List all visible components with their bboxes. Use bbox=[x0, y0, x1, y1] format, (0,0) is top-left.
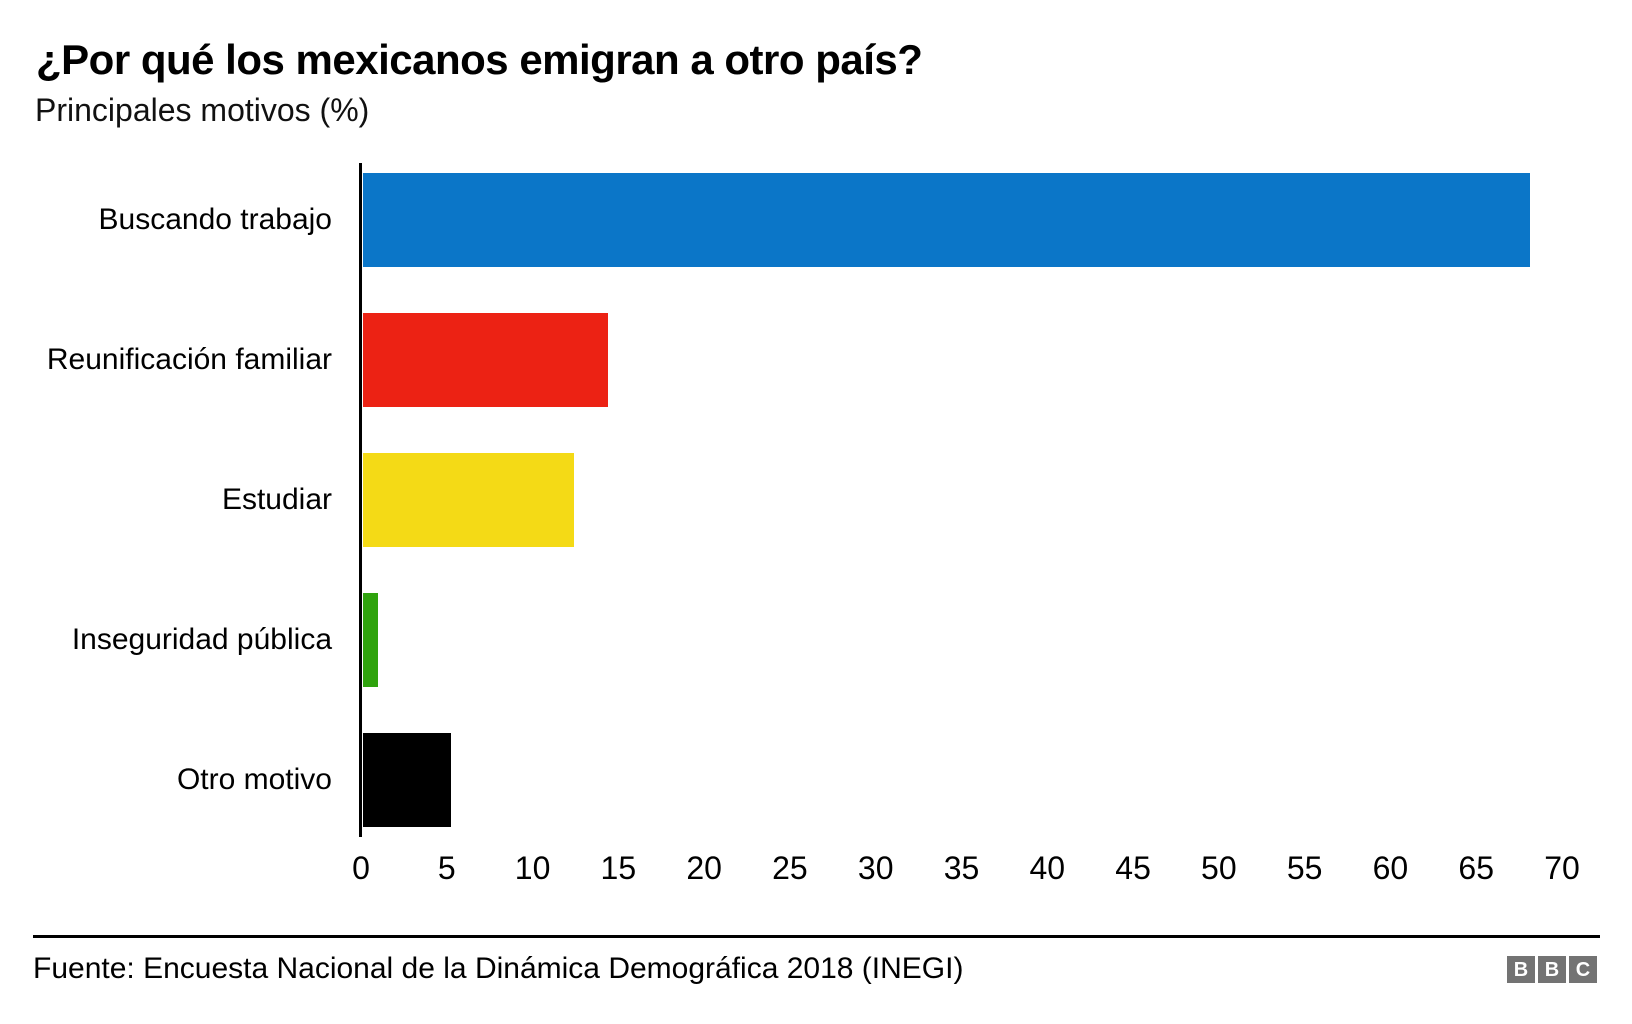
x-tick-label: 0 bbox=[352, 850, 370, 886]
x-tick-label: 40 bbox=[1029, 850, 1066, 886]
source-text: Fuente: Encuesta Nacional de la Dinámica… bbox=[33, 952, 964, 985]
bbc-logo-block: B bbox=[1507, 956, 1535, 983]
category-label: Inseguridad pública bbox=[71, 623, 332, 656]
bar bbox=[363, 733, 451, 827]
x-tick-label: 20 bbox=[686, 850, 722, 886]
page-subtitle: Principales motivos (%) bbox=[35, 92, 370, 128]
bar bbox=[363, 593, 379, 687]
x-tick-label: 65 bbox=[1458, 850, 1494, 886]
category-label: Estudiar bbox=[221, 483, 332, 516]
x-tick-label: 15 bbox=[600, 850, 637, 886]
bbc-logo-letter: B bbox=[1544, 958, 1560, 981]
bar bbox=[363, 453, 575, 547]
x-tick-label: 70 bbox=[1544, 850, 1580, 886]
y-axis-line bbox=[359, 163, 362, 837]
x-tick-label: 60 bbox=[1372, 850, 1409, 886]
x-tick-label: 5 bbox=[437, 850, 456, 886]
bbc-logo-letter: B bbox=[1513, 958, 1529, 981]
bbc-logo-block: C bbox=[1569, 956, 1597, 983]
x-tick-label: 10 bbox=[514, 850, 551, 886]
footer-divider bbox=[33, 935, 1600, 938]
bbc-logo-letter: C bbox=[1575, 958, 1591, 981]
bbc-logo-block: B bbox=[1538, 956, 1566, 983]
x-tick-label: 50 bbox=[1201, 850, 1237, 886]
x-tick-label: 55 bbox=[1286, 850, 1323, 886]
category-label: Buscando trabajo bbox=[98, 203, 333, 236]
x-tick-label: 30 bbox=[857, 850, 894, 886]
category-label: Reunificación familiar bbox=[46, 343, 332, 376]
x-tick-label: 35 bbox=[943, 850, 980, 886]
x-tick-label: 45 bbox=[1115, 850, 1151, 886]
category-label: Otro motivo bbox=[176, 763, 332, 796]
bar bbox=[363, 173, 1530, 267]
page-title: ¿Por qué los mexicanos emigran a otro pa… bbox=[36, 36, 923, 83]
bar bbox=[363, 313, 609, 407]
x-tick-label: 25 bbox=[772, 850, 808, 886]
